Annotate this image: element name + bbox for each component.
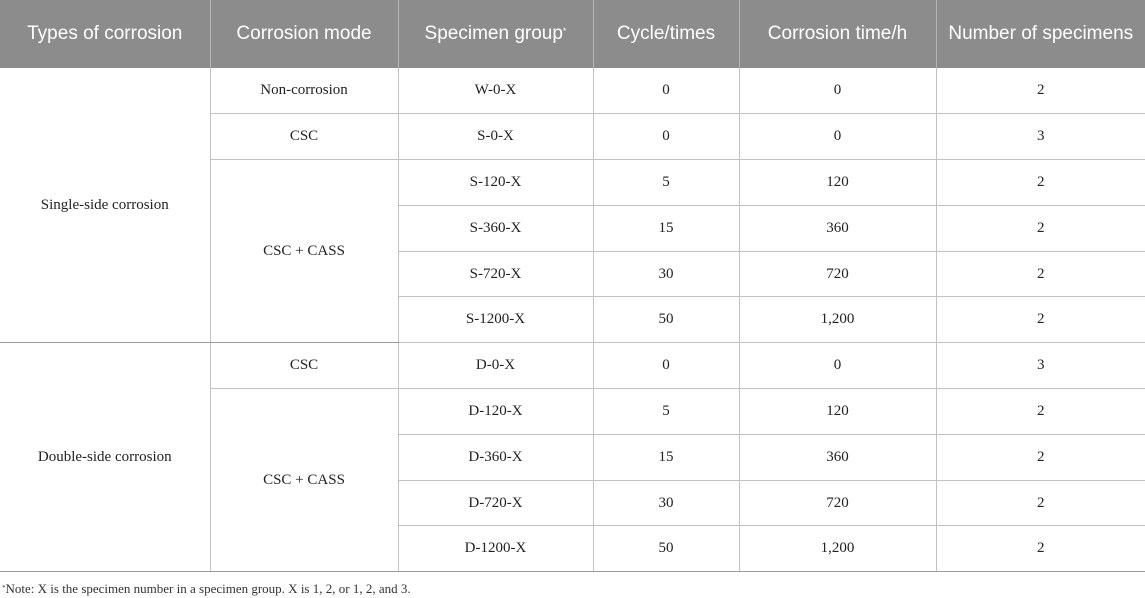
table-row: S-720-X 30 720 2 [0, 251, 1145, 298]
header-cycle-times: Cycle/times [593, 0, 740, 68]
time-cell: 120 [739, 388, 937, 435]
header-types-of-corrosion: Types of corrosion [0, 0, 211, 68]
cycle-cell: 30 [593, 480, 740, 527]
count-cell: 2 [936, 480, 1145, 527]
cycle-cell: 0 [593, 342, 740, 390]
table-row: CSC + CASS D-120-X 5 120 2 [0, 388, 1145, 573]
time-cell: 0 [739, 342, 937, 390]
cycle-cell: 30 [593, 251, 740, 298]
header-number-of-specimens: Number of specimens [936, 0, 1145, 68]
header-specimen-group: Specimen group* [398, 0, 594, 68]
time-cell: 0 [739, 113, 937, 161]
count-cell: 2 [936, 525, 1145, 573]
table-row: Double-side corrosion CSC D-0-X 0 0 3 [0, 342, 1145, 573]
mode-cell: CSC + CASS [210, 159, 399, 344]
header-specimen-group-label: Specimen group [424, 23, 563, 44]
table-footnote: *Note: X is the specimen number in a spe… [2, 582, 411, 596]
specimen-table: Types of corrosion Corrosion mode Specim… [0, 0, 1145, 573]
mode-cell: CSC + CASS [210, 388, 399, 573]
table-row: S-360-X 15 360 2 [0, 205, 1145, 252]
count-cell: 2 [936, 251, 1145, 298]
footnote-text: Note: X is the specimen number in a spec… [5, 581, 411, 596]
group-cell: D-0-X [398, 342, 594, 390]
count-cell: 3 [936, 113, 1145, 161]
count-cell: 2 [936, 205, 1145, 252]
cycle-cell: 5 [593, 388, 740, 435]
cycle-cell: 0 [593, 113, 740, 161]
time-cell: 0 [739, 68, 937, 115]
table-header: Types of corrosion Corrosion mode Specim… [0, 0, 1145, 68]
footnote-marker: * [2, 584, 6, 592]
group-cell: S-360-X [398, 205, 594, 252]
table-row: CSC + CASS S-120-X 5 120 2 [0, 159, 1145, 344]
count-cell: 2 [936, 159, 1145, 206]
count-cell: 2 [936, 296, 1145, 344]
group-cell: D-120-X [398, 388, 594, 435]
time-cell: 720 [739, 251, 937, 298]
mode-cell: CSC [210, 113, 399, 161]
table-body: Single-side corrosion Non-corrosion W-0-… [0, 68, 1145, 573]
group-cell: D-1200-X [398, 525, 594, 573]
header-corrosion-time: Corrosion time/h [739, 0, 937, 68]
type-cell-double-side: Double-side corrosion [0, 342, 211, 573]
table-row: D-360-X 15 360 2 [0, 434, 1145, 481]
cycle-cell: 50 [593, 525, 740, 573]
group-cell: S-120-X [398, 159, 594, 206]
group-cell: D-720-X [398, 480, 594, 527]
group-cell: S-720-X [398, 251, 594, 298]
cycle-cell: 5 [593, 159, 740, 206]
mode-cell: Non-corrosion [210, 68, 399, 115]
count-cell: 2 [936, 68, 1145, 115]
time-cell: 1,200 [739, 525, 937, 573]
cycle-cell: 50 [593, 296, 740, 344]
table-row: D-1200-X 50 1,200 2 [0, 525, 1145, 573]
cycle-cell: 15 [593, 434, 740, 481]
count-cell: 2 [936, 434, 1145, 481]
time-cell: 720 [739, 480, 937, 527]
group-cell: S-0-X [398, 113, 594, 161]
table-row: S-1200-X 50 1,200 2 [0, 296, 1145, 344]
table-row: Single-side corrosion Non-corrosion W-0-… [0, 68, 1145, 344]
mode-cell: CSC [210, 342, 399, 390]
header-corrosion-mode: Corrosion mode [210, 0, 399, 68]
time-cell: 360 [739, 205, 937, 252]
time-cell: 1,200 [739, 296, 937, 344]
cycle-cell: 0 [593, 68, 740, 115]
count-cell: 2 [936, 388, 1145, 435]
footnote-marker: * [562, 26, 567, 36]
header-row: Types of corrosion Corrosion mode Specim… [0, 0, 1145, 68]
time-cell: 120 [739, 159, 937, 206]
time-cell: 360 [739, 434, 937, 481]
group-cell: W-0-X [398, 68, 594, 115]
table-row: CSC S-0-X 0 0 3 [0, 113, 1145, 161]
group-cell: S-1200-X [398, 296, 594, 344]
type-cell-single-side: Single-side corrosion [0, 68, 211, 344]
table-row: D-720-X 30 720 2 [0, 480, 1145, 527]
group-cell: D-360-X [398, 434, 594, 481]
count-cell: 3 [936, 342, 1145, 390]
cycle-cell: 15 [593, 205, 740, 252]
